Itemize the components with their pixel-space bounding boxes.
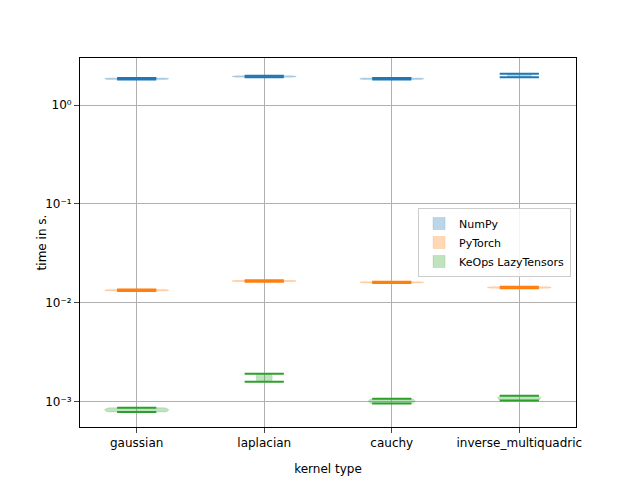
svg-text:laplacian: laplacian	[237, 436, 291, 450]
svg-text:10⁻²: 10⁻²	[45, 296, 72, 310]
svg-text:PyTorch: PyTorch	[459, 237, 501, 250]
svg-text:gaussian: gaussian	[110, 436, 163, 450]
svg-text:10⁰: 10⁰	[52, 98, 72, 112]
svg-text:kernel type: kernel type	[294, 462, 362, 476]
svg-text:NumPy: NumPy	[459, 218, 499, 231]
svg-text:10⁻¹: 10⁻¹	[45, 197, 72, 211]
svg-text:inverse_multiquadric: inverse_multiquadric	[456, 436, 582, 450]
svg-text:KeOps LazyTensors: KeOps LazyTensors	[459, 256, 564, 269]
svg-text:cauchy: cauchy	[370, 436, 413, 450]
svg-text:time in s.: time in s.	[35, 215, 49, 271]
svg-text:10⁻³: 10⁻³	[45, 395, 72, 409]
